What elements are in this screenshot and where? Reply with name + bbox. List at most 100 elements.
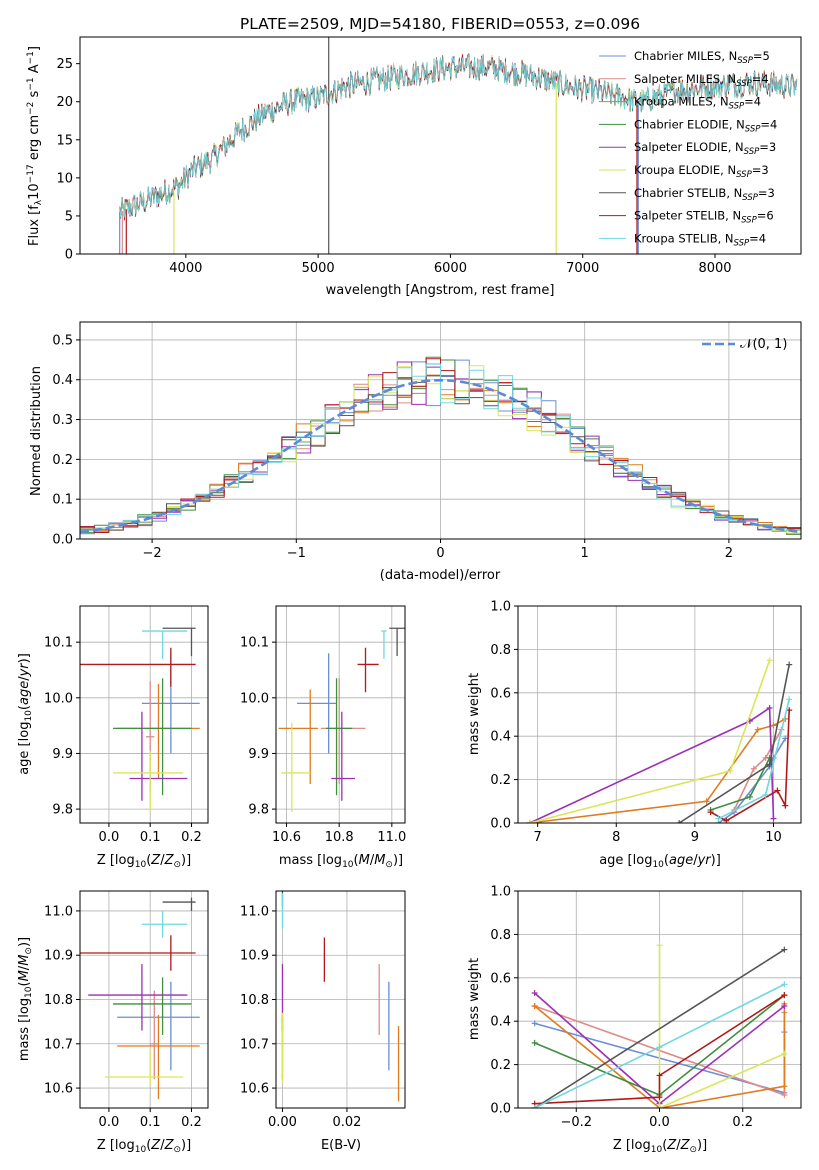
series-marker bbox=[781, 1091, 788, 1098]
legend-text: Chabrier STELIB, N bbox=[634, 186, 742, 200]
series-marker bbox=[656, 942, 663, 949]
legend-sub: SSP bbox=[741, 216, 757, 226]
y-tick-label: 10.0 bbox=[44, 691, 73, 706]
errorbar-point bbox=[326, 678, 353, 796]
legend-text: Salpeter ELODIE, N bbox=[634, 140, 744, 154]
series-marker bbox=[656, 1094, 663, 1101]
series-marker bbox=[715, 815, 722, 822]
x-tick-label: 0 bbox=[436, 546, 444, 561]
label-part: Z [log bbox=[97, 853, 135, 868]
label-part: ( bbox=[146, 1138, 151, 1153]
label-part: ( bbox=[146, 853, 151, 868]
x-tick-label: 0.0 bbox=[99, 830, 120, 845]
errorbar-point bbox=[80, 647, 196, 687]
series-marker bbox=[766, 761, 773, 768]
series-marker bbox=[703, 798, 710, 805]
legend-count: =3 bbox=[759, 140, 776, 154]
y-axis-label: mass [log10(M/M⊙)] bbox=[17, 937, 34, 1061]
axes-frame bbox=[275, 890, 406, 1109]
errorbar-point bbox=[88, 964, 188, 1031]
label-part: Flux [f bbox=[27, 205, 42, 246]
histogram-step bbox=[80, 363, 801, 532]
legend-entry: Chabrier MILES, NSSP=5 bbox=[634, 49, 770, 66]
legend-entry: Chabrier ELODIE, NSSP=4 bbox=[634, 117, 777, 134]
x-tick-label: 10.6 bbox=[272, 830, 301, 845]
errorbar-point bbox=[104, 1050, 184, 1086]
y-axis-label: mass weight bbox=[467, 958, 482, 1040]
label-part: 10 bbox=[652, 860, 664, 870]
series-marker bbox=[766, 704, 773, 711]
label-part: Z [log bbox=[97, 1138, 135, 1153]
axes-age_vs_Z: 0.0 0.1 0.2 9.8 9.9 10.0 10.1 bbox=[44, 605, 209, 845]
axes-frame bbox=[79, 605, 209, 824]
label-part: 10 bbox=[651, 1145, 663, 1155]
axes-frame bbox=[517, 890, 802, 1109]
x-tick-label: 9 bbox=[691, 830, 699, 845]
x-tick-label: 6000 bbox=[434, 261, 467, 276]
y-tick-label: 0.1 bbox=[52, 493, 73, 508]
legend-entry: 𝒩(0, 1) bbox=[740, 337, 787, 352]
errorbar-point bbox=[113, 977, 192, 1035]
x-tick-label: 0.0 bbox=[649, 1115, 670, 1130]
label-part: M bbox=[374, 853, 385, 868]
normal-reference-curve bbox=[80, 378, 801, 534]
x-tick-label: 0.2 bbox=[181, 1115, 202, 1130]
legend-entry: Salpeter STELIB, NSSP=6 bbox=[634, 209, 774, 226]
legend-text: Chabrier ELODIE, N bbox=[634, 117, 745, 131]
y-tick-label: 10.7 bbox=[44, 1037, 73, 1052]
label-part: ⊙ bbox=[173, 860, 181, 870]
y-tick-label: 0.0 bbox=[52, 533, 73, 548]
label-part: −17 bbox=[26, 164, 36, 183]
legend-entry: Kroupa STELIB, NSSP=4 bbox=[634, 231, 766, 248]
x-tick-label: 2 bbox=[725, 546, 733, 561]
series-marker bbox=[727, 767, 734, 774]
label-part: )] bbox=[697, 1138, 707, 1153]
x-tick-label: 0.0 bbox=[99, 1115, 120, 1130]
x-tick-label: 0.2 bbox=[732, 1115, 753, 1130]
plot-area-spectrum bbox=[119, 37, 798, 254]
label-part: 10 bbox=[24, 710, 34, 722]
series-marker bbox=[656, 1072, 663, 1079]
series-marker bbox=[754, 726, 761, 733]
plot-area-mass_weight_vs_Z bbox=[518, 891, 801, 1108]
legend-count: =3 bbox=[752, 163, 769, 177]
label-part: ⊙ bbox=[689, 1145, 697, 1155]
label-part: ] bbox=[27, 46, 42, 51]
series-marker bbox=[781, 1083, 788, 1090]
plot-area-mass_vs_ebv bbox=[276, 891, 405, 1108]
series-marker bbox=[786, 696, 793, 703]
x-tick-label: 10.8 bbox=[325, 830, 354, 845]
series-line bbox=[658, 945, 785, 1108]
x-tick-label: 7 bbox=[534, 830, 542, 845]
label-part: Z bbox=[164, 853, 175, 868]
legend-entry: Salpeter ELODIE, NSSP=3 bbox=[634, 140, 776, 157]
series-marker bbox=[781, 1003, 788, 1010]
legend-count: =3 bbox=[758, 186, 775, 200]
label-part: 10 bbox=[24, 986, 34, 998]
series-line bbox=[534, 1003, 786, 1108]
legend-count: =4 bbox=[752, 72, 769, 86]
x-tick-label: 5000 bbox=[302, 261, 335, 276]
errorbar-point bbox=[162, 627, 196, 657]
series-marker bbox=[781, 946, 788, 953]
errorbar-point bbox=[320, 678, 366, 785]
legend-count: =4 bbox=[760, 117, 777, 131]
plot-area-mass_weight_vs_age bbox=[518, 606, 801, 823]
label-part: M bbox=[17, 970, 32, 981]
label-part: ⊙ bbox=[24, 947, 34, 955]
x-tick-label: 0.00 bbox=[268, 1115, 297, 1130]
label-part: Z bbox=[680, 1138, 691, 1153]
series-line bbox=[529, 660, 771, 823]
y-tick-label: 0.0 bbox=[490, 817, 511, 832]
x-axis-label: Z [log10(Z/Z⊙)] bbox=[97, 853, 191, 870]
legend-sub: SSP bbox=[744, 147, 760, 157]
axes-mass_weight_vs_age: 7 8 9 10 0.0 0.2 0.4 0.6 0.8 1.0 bbox=[490, 600, 802, 845]
x-tick-label: 0.02 bbox=[332, 1115, 361, 1130]
label-part: )] bbox=[181, 853, 191, 868]
series-marker bbox=[531, 1039, 538, 1046]
x-tick-label: 8 bbox=[612, 830, 620, 845]
label-part: age bbox=[669, 853, 693, 868]
series-marker bbox=[770, 722, 777, 729]
y-tick-label: 0.3 bbox=[52, 413, 73, 428]
axes-mass_vs_ebv: 0.00 0.02 10.6 10.7 10.8 10.9 11.0 bbox=[240, 890, 406, 1130]
